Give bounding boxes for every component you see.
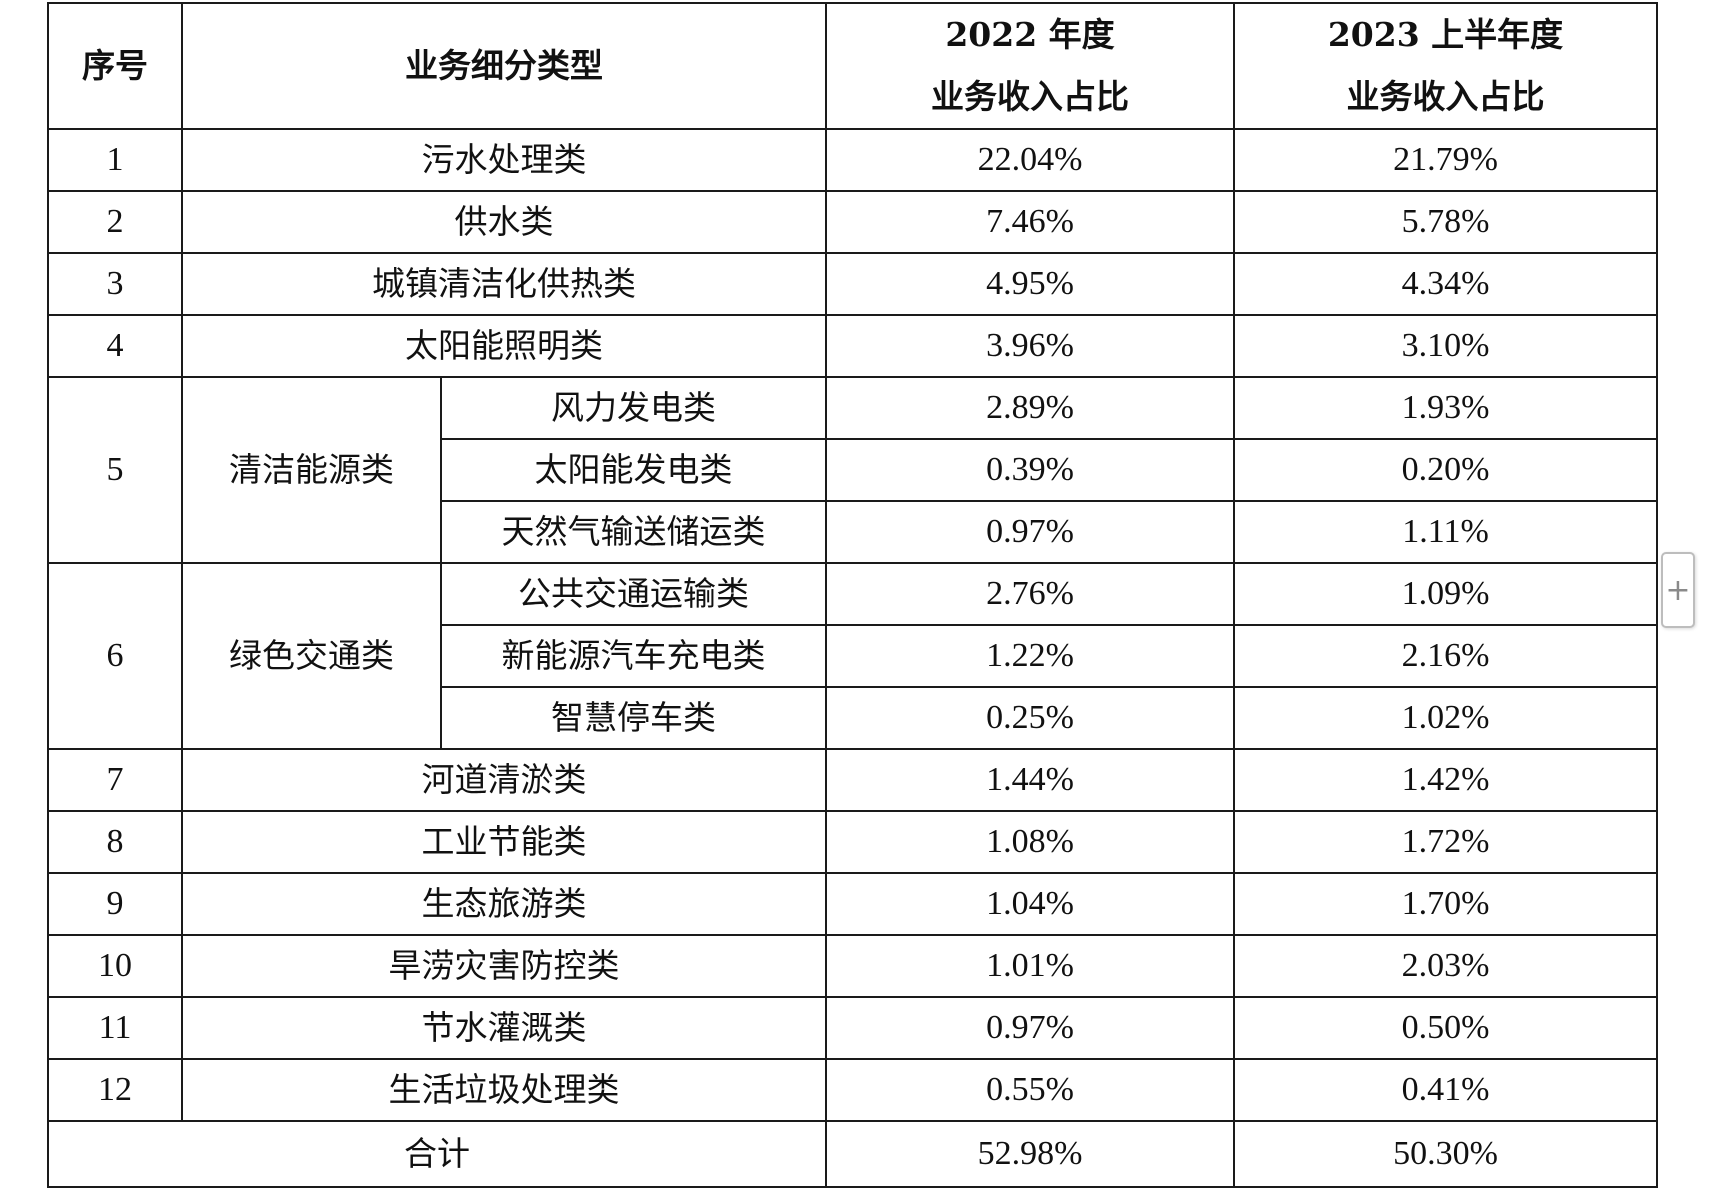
row-value-2022: 7.46% bbox=[825, 190, 1235, 254]
row-value-2022: 0.97% bbox=[825, 996, 1235, 1060]
table-row: 12 生活垃圾处理类 0.55% 0.41% bbox=[47, 1058, 1658, 1122]
row-value-2022: 0.25% bbox=[825, 686, 1235, 750]
table-row: 9 生态旅游类 1.04% 1.70% bbox=[47, 872, 1658, 936]
row-index: 6 bbox=[47, 562, 183, 750]
row-index: 12 bbox=[47, 1058, 183, 1122]
table-row: 4 太阳能照明类 3.96% 3.10% bbox=[47, 314, 1658, 378]
row-value-2023h1: 1.42% bbox=[1233, 748, 1658, 812]
row-value-2022: 4.95% bbox=[825, 252, 1235, 316]
table-row: 天然气输送储运类 0.97% 1.11% bbox=[48, 500, 1658, 564]
header-row: 序号 业务细分类型 2022 年度 业务收入占比 2023 上半年度 业务收入占… bbox=[47, 2, 1658, 130]
row-group-category: 绿色交通类 bbox=[181, 562, 442, 750]
row-value-2023h1: 1.70% bbox=[1233, 872, 1658, 936]
row-index: 4 bbox=[47, 314, 183, 378]
total-label: 合计 bbox=[47, 1120, 827, 1188]
row-index: 11 bbox=[47, 996, 183, 1060]
table-row: 3 城镇清洁化供热类 4.95% 4.34% bbox=[47, 252, 1658, 316]
header-2022: 2022 年度 业务收入占比 bbox=[825, 2, 1235, 130]
table-row: 太阳能发电类 0.39% 0.20% bbox=[48, 438, 1658, 502]
row-value-2023h1: 1.72% bbox=[1233, 810, 1658, 874]
row-value-2023h1: 2.16% bbox=[1233, 624, 1658, 688]
plus-icon: + bbox=[1665, 572, 1691, 608]
total-value-2023h1: 50.30% bbox=[1233, 1120, 1658, 1188]
row-subcategory: 天然气输送储运类 bbox=[440, 500, 827, 564]
row-value-2023h1: 0.50% bbox=[1233, 996, 1658, 1060]
row-value-2023h1: 21.79% bbox=[1233, 128, 1658, 192]
table-row: 2 供水类 7.46% 5.78% bbox=[47, 190, 1658, 254]
row-value-2022: 1.44% bbox=[825, 748, 1235, 812]
row-category: 工业节能类 bbox=[181, 810, 827, 874]
row-value-2023h1: 1.93% bbox=[1233, 376, 1658, 440]
row-value-2022: 1.04% bbox=[825, 872, 1235, 936]
row-index: 7 bbox=[47, 748, 183, 812]
header-2022-label: 业务收入占比 bbox=[931, 77, 1129, 116]
table-row: 8 工业节能类 1.08% 1.72% bbox=[47, 810, 1658, 874]
row-subcategory: 公共交通运输类 bbox=[440, 562, 827, 626]
header-2023h1: 2023 上半年度 业务收入占比 bbox=[1233, 2, 1658, 130]
row-index: 3 bbox=[47, 252, 183, 316]
row-subcategory: 智慧停车类 bbox=[440, 686, 827, 750]
header-2022-year: 2022 年度 bbox=[945, 15, 1115, 54]
row-category: 节水灌溉类 bbox=[181, 996, 827, 1060]
row-value-2022: 0.39% bbox=[825, 438, 1235, 502]
row-subcategory: 太阳能发电类 bbox=[440, 438, 827, 502]
row-value-2023h1: 4.34% bbox=[1233, 252, 1658, 316]
row-value-2023h1: 0.20% bbox=[1233, 438, 1658, 502]
header-category: 业务细分类型 bbox=[181, 2, 827, 130]
row-category: 河道清淤类 bbox=[181, 748, 827, 812]
table-row: 11 节水灌溉类 0.97% 0.50% bbox=[47, 996, 1658, 1060]
table-row: 智慧停车类 0.25% 1.02% bbox=[48, 686, 1658, 750]
row-category: 城镇清洁化供热类 bbox=[181, 252, 827, 316]
row-group-category: 清洁能源类 bbox=[181, 376, 442, 564]
revenue-share-table: 序号 业务细分类型 2022 年度 业务收入占比 2023 上半年度 业务收入占… bbox=[47, 2, 1658, 1188]
row-value-2022: 1.08% bbox=[825, 810, 1235, 874]
total-value-2022: 52.98% bbox=[825, 1120, 1235, 1188]
table-row: 7 河道清淤类 1.44% 1.42% bbox=[47, 748, 1658, 812]
table-row: 5 清洁能源类 风力发电类 2.89% 1.93% bbox=[47, 376, 1658, 564]
row-index: 1 bbox=[47, 128, 183, 192]
row-category: 太阳能照明类 bbox=[181, 314, 827, 378]
row-index: 10 bbox=[47, 934, 183, 998]
header-2023h1-year: 2023 上半年度 bbox=[1327, 15, 1564, 54]
row-category: 污水处理类 bbox=[181, 128, 827, 192]
row-value-2022: 22.04% bbox=[825, 128, 1235, 192]
row-value-2022: 2.76% bbox=[825, 562, 1235, 626]
row-index: 5 bbox=[47, 376, 183, 564]
row-value-2022: 3.96% bbox=[825, 314, 1235, 378]
row-value-2023h1: 1.11% bbox=[1233, 500, 1658, 564]
table-row: 1 污水处理类 22.04% 21.79% bbox=[47, 128, 1658, 192]
header-2023h1-label: 业务收入占比 bbox=[1346, 77, 1545, 116]
row-category: 供水类 bbox=[181, 190, 827, 254]
add-row-button[interactable]: + bbox=[1661, 552, 1695, 628]
row-index: 2 bbox=[47, 190, 183, 254]
row-category: 生态旅游类 bbox=[181, 872, 827, 936]
row-value-2023h1: 5.78% bbox=[1233, 190, 1658, 254]
row-value-2022: 0.55% bbox=[825, 1058, 1235, 1122]
row-index: 9 bbox=[47, 872, 183, 936]
row-category: 旱涝灾害防控类 bbox=[181, 934, 827, 998]
table-row: 6 绿色交通类 公共交通运输类 2.76% 1.09% bbox=[47, 562, 1658, 750]
row-value-2023h1: 1.09% bbox=[1233, 562, 1658, 626]
row-subcategory: 风力发电类 bbox=[440, 376, 827, 440]
header-index: 序号 bbox=[47, 2, 183, 130]
table-row: 10 旱涝灾害防控类 1.01% 2.03% bbox=[47, 934, 1658, 998]
row-value-2023h1: 1.02% bbox=[1233, 686, 1658, 750]
row-value-2022: 1.22% bbox=[825, 624, 1235, 688]
row-index: 8 bbox=[47, 810, 183, 874]
row-value-2022: 1.01% bbox=[825, 934, 1235, 998]
row-value-2022: 0.97% bbox=[825, 500, 1235, 564]
row-value-2022: 2.89% bbox=[825, 376, 1235, 440]
row-subcategory: 新能源汽车充电类 bbox=[440, 624, 827, 688]
table-row: 新能源汽车充电类 1.22% 2.16% bbox=[48, 624, 1658, 688]
row-value-2023h1: 2.03% bbox=[1233, 934, 1658, 998]
row-value-2023h1: 0.41% bbox=[1233, 1058, 1658, 1122]
row-value-2023h1: 3.10% bbox=[1233, 314, 1658, 378]
total-row: 合计 52.98% 50.30% bbox=[47, 1120, 1658, 1188]
row-category: 生活垃圾处理类 bbox=[181, 1058, 827, 1122]
